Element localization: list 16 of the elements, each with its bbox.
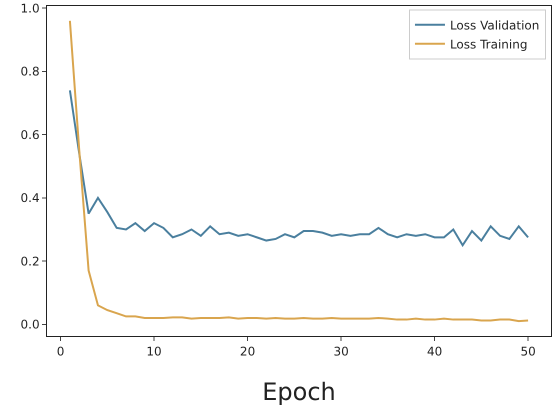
line-series xyxy=(68,89,530,246)
x-tick-label: 50 xyxy=(520,344,536,358)
x-tick-label: 0 xyxy=(56,344,64,358)
y-tick-label: 0.2 xyxy=(20,254,40,268)
y-tick-label: 0.4 xyxy=(20,191,40,206)
x-axis-title: Epoch xyxy=(262,378,336,406)
legend-label: Loss Training xyxy=(450,37,528,52)
x-tick-label: 40 xyxy=(426,344,442,358)
y-tick-label: 1.0 xyxy=(20,1,40,16)
x-tick-label: 20 xyxy=(240,344,256,358)
y-tick-label: 0.0 xyxy=(20,318,40,332)
y-tick-label: 0.6 xyxy=(20,128,40,142)
legend-label: Loss Validation xyxy=(450,18,540,32)
y-tick-label: 0.8 xyxy=(20,64,40,79)
x-tick-label: 30 xyxy=(333,344,349,358)
x-tick-label: 10 xyxy=(146,344,162,358)
